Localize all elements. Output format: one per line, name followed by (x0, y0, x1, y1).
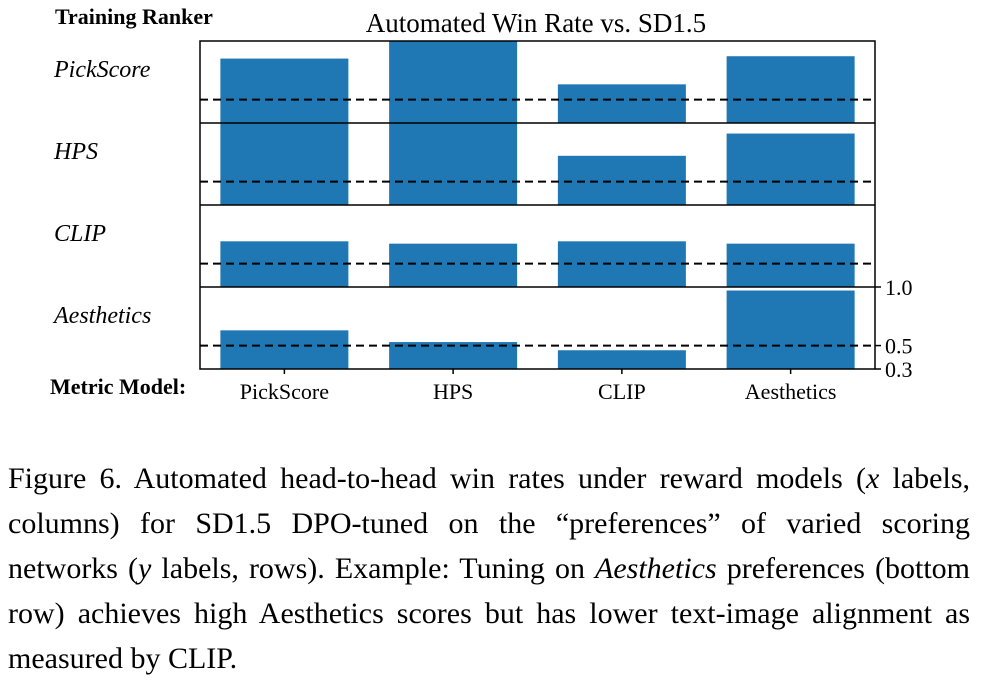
chart-panels: PickScore HPS CLIP Aesthetics PickScore HPS CL… (52, 40, 913, 404)
bar-clip-aesthetics (726, 243, 855, 287)
caption-emph: Aesthetics (595, 552, 717, 585)
caption-var-y: y (138, 552, 152, 585)
bar-hps-pickscore (220, 123, 349, 205)
caption-text-4: preferences (bottom row) achieves high A… (8, 552, 970, 675)
x-tick-label-clip: CLIP (598, 379, 646, 404)
row-header: Training Ranker (55, 4, 213, 29)
figure-caption: Figure 6. Automated head-to-head win rat… (8, 456, 970, 681)
chart-title: Automated Win Rate vs. SD1.5 (366, 8, 706, 38)
caption-text-1: Automated head-to-head win rates under r… (122, 462, 866, 495)
bar-pickscore-aesthetics (726, 56, 855, 123)
plot-frame (199, 40, 876, 370)
win-rate-figure: Automated Win Rate vs. SD1.5 Training Ra… (50, 4, 913, 404)
x-tick-label-hps: HPS (433, 379, 473, 404)
x-tick-label-aesthetics: Aesthetics (745, 379, 837, 404)
column-header: Metric Model: (50, 374, 186, 399)
x-tick-label-pickscore: PickScore (240, 379, 329, 404)
bar-pickscore-hps (389, 41, 518, 123)
caption-var-x: x (865, 462, 880, 495)
y-tick-label-1: 0.5 (885, 334, 913, 359)
y-tick-label-0: 1.0 (885, 275, 913, 300)
bar-pickscore-pickscore (220, 58, 349, 124)
caption-label: Figure 6. (8, 462, 123, 495)
y-tick-label-2: 0.3 (885, 357, 913, 382)
row-label-hps: HPS (53, 139, 98, 165)
bar-hps-aesthetics (726, 133, 855, 205)
bar-clip-hps (389, 243, 518, 287)
bar-pickscore-clip (557, 84, 686, 123)
row-label-clip: CLIP (54, 221, 106, 247)
row-label-aesthetics: Aesthetics (52, 303, 151, 329)
bar-aesthetics-clip (557, 350, 686, 369)
bar-hps-clip (557, 155, 686, 205)
bar-aesthetics-pickscore (220, 330, 349, 369)
bar-hps-hps (389, 123, 518, 205)
caption-text-3: labels, rows). Example: Tuning on (151, 552, 596, 585)
bar-aesthetics-aesthetics (726, 290, 855, 369)
row-label-pickscore: PickScore (53, 57, 151, 83)
caption-text-2: labels, columns) for SD1.5 DPO-tuned on … (8, 462, 970, 585)
